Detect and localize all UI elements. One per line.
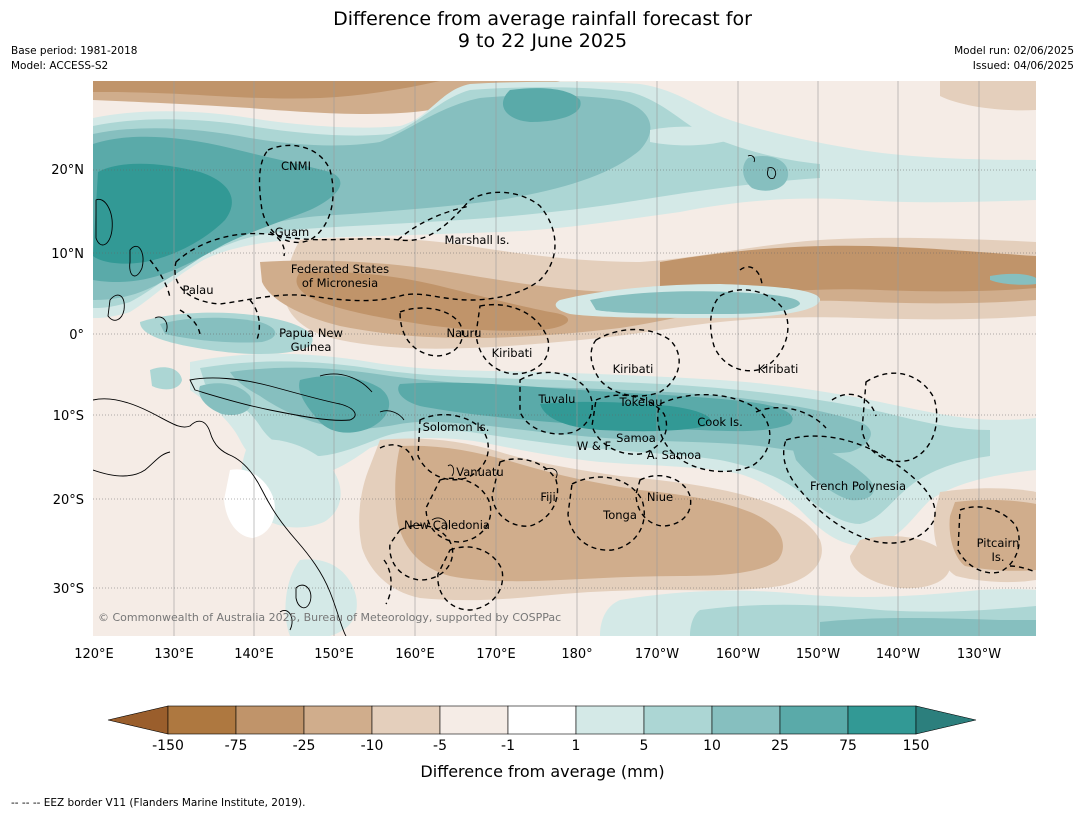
copyright-notice: © Commonwealth of Australia 2025, Bureau… — [98, 611, 561, 624]
colorbar-swatch-8 — [643, 705, 713, 735]
title-line-1: Difference from average rainfall forecas… — [333, 8, 752, 30]
meta-right: Model run: 02/06/2025 Issued: 04/06/2025 — [954, 44, 1074, 74]
label-guam: Guam — [275, 225, 309, 239]
label-fiji: Fiji — [540, 490, 555, 504]
lon-label-130e: 130°E — [154, 647, 194, 662]
label-wallis-futuna: W & F — [577, 439, 611, 453]
label-american-samoa: A. Samoa — [647, 448, 702, 462]
label-fsm-2: of Micronesia — [302, 276, 378, 290]
cb-tick-7: 5 — [639, 738, 649, 754]
cb-tick-4: -5 — [433, 738, 447, 754]
lon-label-130w: 130°W — [957, 647, 1001, 662]
eez-legend-note: -- -- -- EEZ border V11 (Flanders Marine… — [11, 797, 306, 809]
cb-tick-11: 150 — [902, 738, 930, 754]
cb-tick-3: -10 — [360, 738, 384, 754]
lon-label-160w: 160°W — [716, 647, 760, 662]
label-samoa: Samoa — [616, 431, 656, 445]
meta-left: Base period: 1981-2018 Model: ACCESS-S2 — [11, 44, 137, 74]
cb-tick-1: -75 — [224, 738, 248, 754]
label-solomon-is: Solomon Is. — [423, 420, 490, 434]
longitude-labels: 120°E 130°E 140°E 150°E 160°E 170°E 180°… — [74, 647, 1001, 662]
place-labels: CNMI Guam Marshall Is. Federated States … — [183, 159, 1020, 564]
label-tonga: Tonga — [602, 508, 637, 522]
label-tokelau: Tokelau — [619, 395, 663, 409]
chart-title: Difference from average rainfall forecas… — [0, 8, 1085, 52]
label-palau: Palau — [183, 283, 214, 297]
label-tuvalu: Tuvalu — [538, 392, 576, 406]
graticule — [93, 81, 1036, 636]
lon-label-170e: 170°E — [476, 647, 516, 662]
model-run: Model run: 02/06/2025 — [954, 45, 1074, 57]
colorbar-swatch-9 — [711, 705, 781, 735]
label-french-polynesia: French Polynesia — [810, 479, 906, 493]
lat-label-0: 0° — [69, 328, 84, 343]
label-pitcairn-1: Pitcairn — [977, 536, 1020, 550]
colorbar — [107, 705, 977, 735]
colorbar-swatch-7 — [575, 705, 645, 735]
lon-label-120e: 120°E — [74, 647, 114, 662]
lon-label-150w: 150°W — [796, 647, 840, 662]
label-nauru: Nauru — [447, 326, 482, 340]
model-name: Model: ACCESS-S2 — [11, 60, 109, 72]
cb-tick-9: 25 — [771, 738, 789, 754]
cb-tick-10: 75 — [839, 738, 857, 754]
colorbar-swatch-3 — [303, 705, 373, 735]
colorbar-swatch-1 — [167, 705, 237, 735]
label-cook-is: Cook Is. — [697, 415, 742, 429]
issued-date: Issued: 04/06/2025 — [972, 60, 1074, 72]
label-kiribati-west: Kiribati — [492, 346, 533, 360]
label-marshall-is: Marshall Is. — [444, 233, 509, 247]
label-png-1: Papua New — [279, 326, 343, 340]
colorbar-swatch-5 — [439, 705, 509, 735]
label-pitcairn-2: Is. — [991, 550, 1004, 564]
label-cnmi: CNMI — [281, 159, 311, 173]
label-kiribati-east: Kiribati — [758, 362, 799, 376]
base-period: Base period: 1981-2018 — [11, 45, 138, 57]
lat-label-20n: 20°N — [51, 163, 84, 178]
colorbar-swatch-2 — [235, 705, 305, 735]
cb-tick-6: 1 — [571, 738, 581, 754]
latitude-labels: 20°N 10°N 0° 10°S 20°S 30°S — [51, 163, 84, 597]
label-kiribati-central: Kiribati — [613, 362, 654, 376]
label-fsm-1: Federated States — [291, 262, 389, 276]
rainfall-field — [93, 81, 1036, 636]
lon-label-160e: 160°E — [395, 647, 435, 662]
lon-label-140e: 140°E — [234, 647, 274, 662]
cb-tick-5: -1 — [501, 738, 515, 754]
cb-tick-8: 10 — [703, 738, 721, 754]
cb-tick-2: -25 — [292, 738, 316, 754]
colorbar-extend-low — [107, 705, 169, 735]
coastlines — [93, 155, 777, 636]
lon-label-180: 180° — [561, 647, 592, 662]
lon-label-170w: 170°W — [635, 647, 679, 662]
colorbar-extend-high — [915, 705, 977, 735]
cb-tick-0: -150 — [152, 738, 184, 754]
lon-label-140w: 140°W — [876, 647, 920, 662]
title-line-2: 9 to 22 June 2025 — [457, 30, 628, 52]
lat-label-20s: 20°S — [53, 493, 84, 508]
lat-label-10n: 10°N — [51, 247, 84, 262]
label-png-2: Guinea — [291, 340, 332, 354]
label-niue: Niue — [647, 490, 673, 504]
colorbar-swatch-6 — [507, 705, 577, 735]
colorbar-swatch-11 — [847, 705, 917, 735]
label-vanuatu: Vanuatu — [456, 465, 503, 479]
colorbar-title: Difference from average (mm) — [420, 762, 665, 781]
colorbar-swatch-10 — [779, 705, 849, 735]
lat-label-10s: 10°S — [53, 409, 84, 424]
colorbar-swatch-4 — [371, 705, 441, 735]
lon-label-150e: 150°E — [314, 647, 354, 662]
lat-label-30s: 30°S — [53, 582, 84, 597]
eez-borders — [149, 144, 1036, 611]
label-new-caledonia: New Caledonia — [404, 518, 490, 532]
